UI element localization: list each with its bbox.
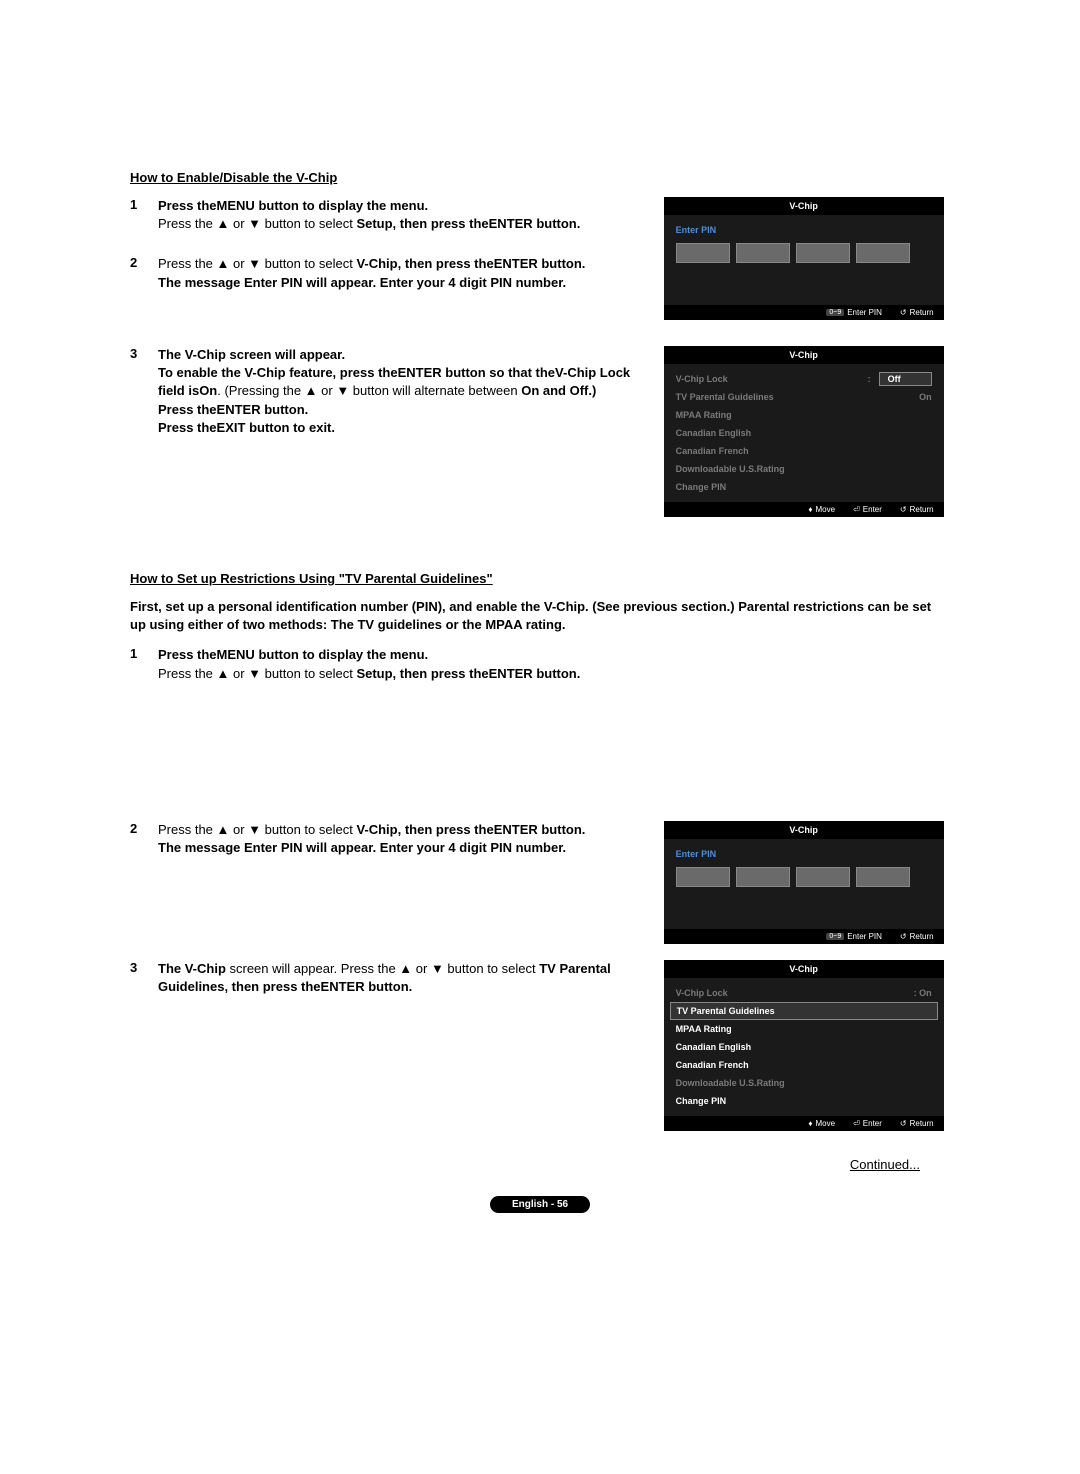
menu-tvpg[interactable]: TV Parental GuidelinesOn <box>664 388 944 406</box>
pin-box[interactable] <box>796 243 850 263</box>
s2-step2-row: 2 Press the ▲ or ▼ button to select V-Ch… <box>130 821 950 950</box>
menu-tvpg[interactable]: TV Parental Guidelines▶ <box>670 1002 938 1020</box>
menu-cp[interactable]: Change PIN <box>664 1092 944 1110</box>
step-num: 3 <box>130 346 158 437</box>
osd-title: V-Chip <box>664 197 944 215</box>
pin-box[interactable] <box>856 867 910 887</box>
osd-title: V-Chip <box>664 346 944 364</box>
footer-return: ↺Return <box>900 932 934 941</box>
footer-return: ↺Return <box>900 1119 934 1128</box>
step-num: 2 <box>130 255 158 291</box>
menu-dl[interactable]: Downloadable U.S.Rating <box>664 1074 944 1092</box>
step3-row: 3 The V-Chip screen will appear. To enab… <box>130 346 950 523</box>
step-num: 2 <box>130 821 158 857</box>
section-title-1: How to Enable/Disable the V-Chip <box>130 170 950 185</box>
osd-title: V-Chip <box>664 821 944 839</box>
pin-box[interactable] <box>796 867 850 887</box>
menu-ce[interactable]: Canadian English <box>664 1038 944 1056</box>
menu-vchip-lock[interactable]: V-Chip Lock :Off <box>664 370 944 388</box>
pin-box[interactable] <box>736 243 790 263</box>
osd-label: Enter PIN <box>676 849 932 859</box>
s2-step3-row: 3 The V-Chip screen will appear. Press t… <box>130 960 950 1137</box>
step-num: 1 <box>130 197 158 233</box>
chevron-right-icon: ▶ <box>1067 1005 1074 1016</box>
footer-move: ♦Move <box>808 505 835 514</box>
step-body: Press the ▲ or ▼ button to select V-Chip… <box>158 821 634 857</box>
s2-step1-row: 1 Press theMENU button to display the me… <box>130 646 950 692</box>
footer-enter-pin: 0~9Enter PIN <box>826 308 882 317</box>
osd-vchip-menu-2: V-Chip V-Chip Lock: On TV Parental Guide… <box>664 960 944 1131</box>
page-number: English - 56 <box>490 1196 590 1213</box>
footer-enter: ⏎Enter <box>853 505 882 514</box>
pin-boxes <box>676 243 932 263</box>
osd-enter-pin: V-Chip Enter PIN 0~9Enter PIN ↺Return <box>664 197 944 320</box>
continued-text: Continued... <box>130 1157 950 1172</box>
footer-move: ♦Move <box>808 1119 835 1128</box>
step-body: The V-Chip screen will appear. To enable… <box>158 346 634 437</box>
menu-cf[interactable]: Canadian French <box>664 1056 944 1074</box>
footer-return: ↺Return <box>900 308 934 317</box>
step-body: The V-Chip screen will appear. Press the… <box>158 960 634 996</box>
footer-enter: ⏎Enter <box>853 1119 882 1128</box>
step-num: 1 <box>130 646 158 682</box>
section2-intro: First, set up a personal identification … <box>130 598 950 634</box>
section-title-2: How to Set up Restrictions Using "TV Par… <box>130 571 950 586</box>
menu-vchip-lock[interactable]: V-Chip Lock: On <box>664 984 944 1002</box>
footer-enter-pin: 0~9Enter PIN <box>826 932 882 941</box>
step-num: 3 <box>130 960 158 996</box>
menu-cf[interactable]: Canadian French <box>664 442 944 460</box>
menu-cp[interactable]: Change PIN <box>664 478 944 496</box>
step1-row: 1 Press theMENU button to display the me… <box>130 197 950 326</box>
footer-return: ↺Return <box>900 505 934 514</box>
step-body: Press the ▲ or ▼ button to select V-Chip… <box>158 255 634 291</box>
step-body: Press theMENU button to display the menu… <box>158 646 634 682</box>
osd-title: V-Chip <box>664 960 944 978</box>
pin-box[interactable] <box>676 867 730 887</box>
menu-ce[interactable]: Canadian English <box>664 424 944 442</box>
osd-label: Enter PIN <box>676 225 932 235</box>
page-badge: English - 56 <box>130 1196 950 1213</box>
pin-box[interactable] <box>736 867 790 887</box>
menu-dl[interactable]: Downloadable U.S.Rating <box>664 460 944 478</box>
pin-box[interactable] <box>676 243 730 263</box>
pin-boxes <box>676 867 932 887</box>
menu-mpaa[interactable]: MPAA Rating <box>664 406 944 424</box>
osd-vchip-menu: V-Chip V-Chip Lock :Off TV Parental Guid… <box>664 346 944 517</box>
menu-mpaa[interactable]: MPAA Rating <box>664 1020 944 1038</box>
pin-box[interactable] <box>856 243 910 263</box>
osd-enter-pin-2: V-Chip Enter PIN 0~9Enter PIN ↺Return <box>664 821 944 944</box>
step-body: Press theMENU button to display the menu… <box>158 197 634 233</box>
